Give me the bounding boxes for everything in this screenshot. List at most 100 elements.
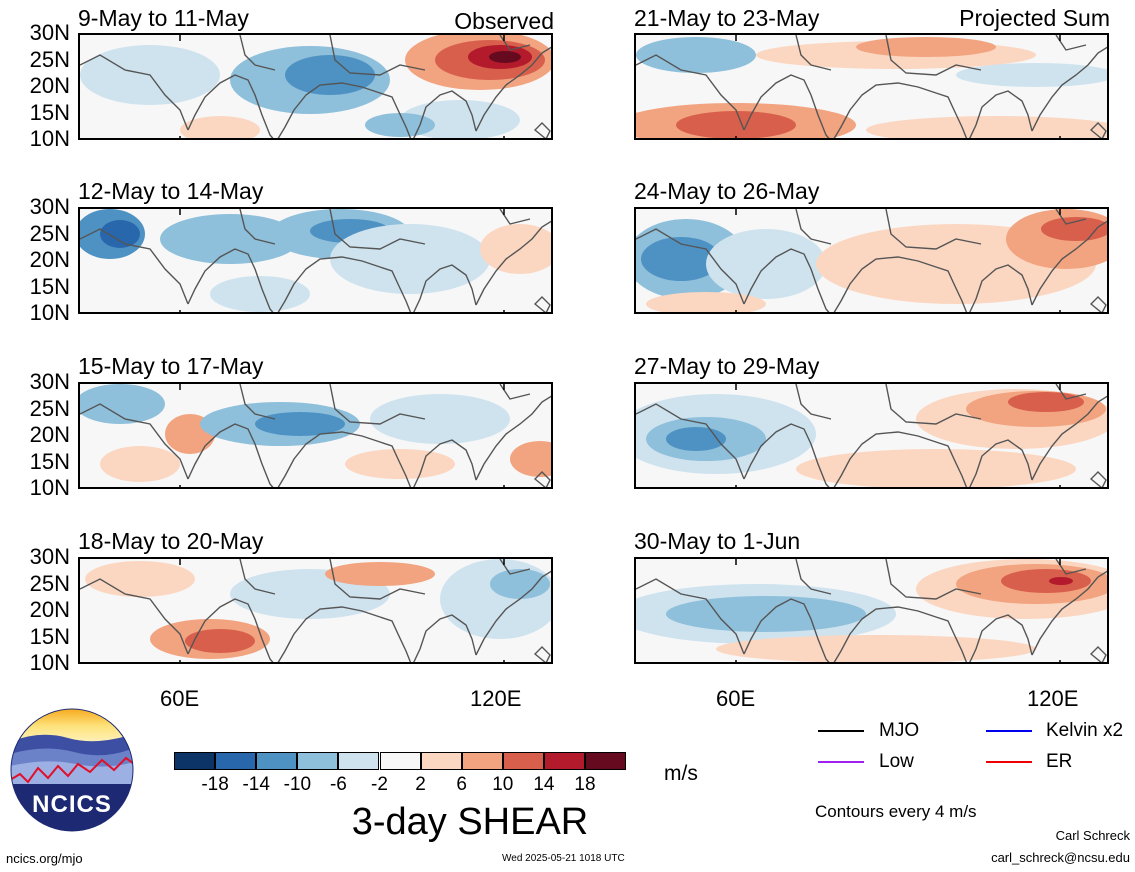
legend-mjo-line: [818, 730, 864, 732]
footer-author: Carl Schreck: [1055, 828, 1130, 843]
panel-title-obs-2: 12-May to 14-May: [78, 178, 264, 204]
footer-timestamp: Wed 2025-05-21 1018 UTC: [502, 853, 625, 864]
y-tick-label: 30N: [29, 544, 70, 569]
y-tick-label: 10N: [29, 650, 70, 675]
shear-contour-region: [100, 220, 140, 248]
shear-contour-region: [85, 561, 195, 597]
y-tick-label: 25N: [29, 395, 70, 421]
colorbar-tick-label: 6: [456, 774, 467, 795]
panel-title-proj-1: 21-May to 23-May: [634, 5, 820, 31]
colorbar-bin: [585, 752, 626, 770]
footer-url[interactable]: ncics.org/mjo: [6, 851, 83, 866]
shear-contour-region: [666, 427, 726, 451]
shear-anomaly-field: [80, 559, 551, 662]
colorbar-tick-label: 2: [415, 774, 426, 795]
y-tick-label: 20N: [29, 247, 70, 272]
shear-contour-region: [666, 596, 866, 632]
panel-title-obs-3: 15-May to 17-May: [78, 353, 264, 379]
colorbar-bin: [502, 752, 544, 770]
coastline: [1089, 471, 1107, 487]
shear-contour-region: [636, 37, 756, 73]
y-tick-label: 30N: [29, 20, 70, 45]
coastline: [533, 122, 551, 138]
contour-note: Contours every 4 m/s: [815, 802, 977, 821]
y-tick-label: 20N: [29, 73, 70, 98]
colorbar-bin: [297, 752, 339, 770]
colorbar-bin: [420, 752, 462, 770]
y-tick-label: 25N: [29, 220, 70, 246]
shear-contour-region: [866, 116, 1107, 138]
footer-email[interactable]: carl_schreck@ncsu.edu: [991, 850, 1130, 865]
observed-map-panel-1: [78, 33, 553, 140]
y-tick-label: 25N: [29, 570, 70, 596]
shear-contour-region: [796, 449, 1076, 487]
panel-title-proj-3: 27-May to 29-May: [634, 353, 820, 379]
y-tick-label: 15N: [29, 273, 70, 299]
y-tick-label: 15N: [29, 623, 70, 649]
observed-map-panel-3: [78, 382, 553, 489]
colorbar-bin: [461, 752, 503, 770]
y-tick-label: 20N: [29, 422, 70, 447]
panel-title-obs-1: 9-May to 11-May: [78, 5, 249, 31]
panel-title-proj-4: 30-May to 1-Jun: [634, 528, 801, 554]
shear-contour-region: [210, 276, 310, 312]
x-tick-120e-left: 120E: [470, 686, 522, 711]
coastline: [80, 220, 551, 312]
coastline: [636, 570, 1107, 662]
y-tick-label: 15N: [29, 99, 70, 125]
shear-contour-region: [370, 394, 510, 444]
shear-contour-region: [180, 116, 260, 138]
y-tick-label: 10N: [29, 126, 70, 151]
y-tick-label: 15N: [29, 448, 70, 474]
shear-contour-region: [100, 446, 180, 482]
coastline: [533, 646, 551, 662]
panel-title-obs-4: 18-May to 20-May: [78, 528, 264, 554]
colorbar-tick-label: -2: [371, 774, 388, 795]
colorbar-tick-label: 10: [492, 774, 514, 795]
ncics-logo-icon: [10, 708, 134, 832]
x-tick-60e-right: 60E: [716, 686, 756, 711]
coastline: [1089, 296, 1107, 312]
colorbar-tick-label: -6: [329, 774, 347, 795]
coastline: [80, 570, 551, 662]
coastline: [636, 46, 1107, 138]
y-tick-label: 20N: [29, 597, 70, 622]
coastline: [533, 296, 551, 312]
y-tick-label: 10N: [29, 300, 70, 325]
y-tick-label: 10N: [29, 475, 70, 500]
x-tick-120e-right: 120E: [1027, 686, 1079, 711]
colorbar-bin: [256, 752, 298, 770]
colorbar-bin: [215, 752, 257, 770]
shear-anomaly-field: [636, 384, 1107, 487]
colorbar-bin: [338, 752, 380, 770]
shear-contour-region: [510, 441, 551, 477]
shear-contour-region: [956, 63, 1107, 87]
shear-contour-region: [856, 37, 996, 57]
shear-contour-region: [646, 292, 766, 312]
legend-low-line: [818, 761, 864, 763]
observed-map-panel-2: [78, 207, 553, 314]
shear-contour-region: [489, 51, 521, 63]
shear-contour-region: [1049, 577, 1073, 585]
colorbar-bin: [543, 752, 585, 770]
shear-contour-region: [325, 562, 435, 586]
shear-contour-region: [365, 113, 435, 137]
coastline: [636, 220, 1107, 312]
coastline: [80, 46, 551, 138]
y-tick-label: 30N: [29, 194, 70, 219]
shear-contour-region: [676, 111, 796, 138]
shear-contour-region: [255, 412, 345, 436]
legend-kelvin-line: [986, 730, 1032, 732]
observed-tag: Observed: [454, 8, 554, 34]
colorbar-bin: [174, 752, 215, 770]
colorbar-units: m/s: [664, 762, 698, 785]
colorbar-tick-label: -10: [283, 774, 312, 795]
shear-contour-region: [330, 224, 490, 294]
shear-contour-region: [160, 214, 300, 264]
projected-map-panel-4: [634, 557, 1109, 664]
logo-text: NCICS: [32, 791, 112, 818]
coastline: [533, 471, 551, 487]
colorbar-bin: [379, 752, 421, 770]
projected-map-panel-1: [634, 33, 1109, 140]
legend-er-line: [986, 761, 1032, 763]
